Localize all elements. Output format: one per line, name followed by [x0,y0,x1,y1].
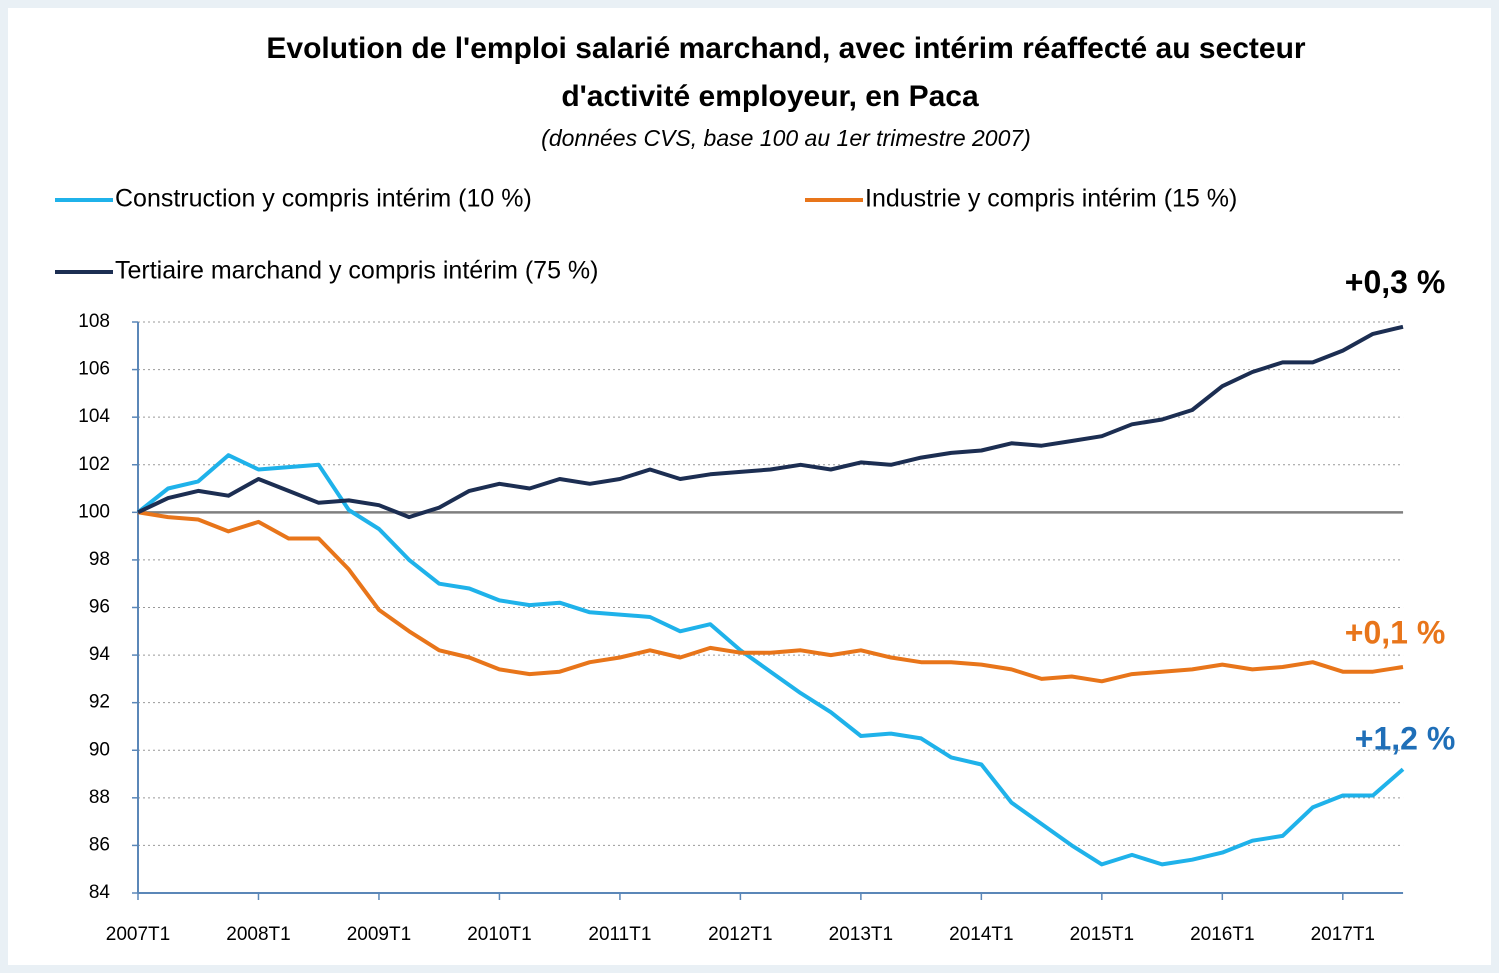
y-tick-label: 100 [78,501,110,522]
x-tick-label: 2010T1 [467,924,531,945]
chart-title: d'activité employeur, en Paca [561,80,979,113]
end-label: +0,1 % [1345,614,1446,650]
y-tick-label: 102 [78,454,110,475]
legend-label: Construction y compris intérim (10 %) [115,185,532,213]
end-label: +1,2 % [1355,721,1456,757]
x-tick-label: 2014T1 [949,924,1013,945]
y-tick-label: 88 [89,787,110,808]
chart-title: Evolution de l'emploi salarié marchand, … [266,32,1306,65]
y-tick-label: 86 [89,834,110,855]
y-tick-label: 98 [89,549,110,570]
series-line [136,453,1405,867]
y-tick-label: 104 [78,406,110,427]
chart-subtitle: (données CVS, base 100 au 1er trimestre … [541,125,1031,151]
x-tick-label: 2017T1 [1311,924,1375,945]
series-line [137,324,1404,520]
x-tick-label: 2015T1 [1070,924,1134,945]
legend-label: Industrie y compris intérim (15 %) [865,185,1237,213]
y-tick-label: 84 [89,882,111,903]
x-tick-label: 2007T1 [106,924,170,945]
x-tick-label: 2008T1 [226,924,290,945]
x-tick-label: 2016T1 [1190,924,1254,945]
series-line [137,510,1404,684]
y-tick-label: 106 [78,359,110,380]
x-tick-label: 2013T1 [829,924,893,945]
x-tick-label: 2012T1 [708,924,772,945]
y-tick-label: 92 [89,692,110,713]
x-tick-label: 2011T1 [588,924,651,945]
y-tick-label: 90 [89,739,110,760]
y-tick-label: 108 [78,311,110,332]
y-tick-label: 96 [89,597,110,618]
chart-background [8,8,1491,965]
x-tick-label: 2009T1 [347,924,411,945]
end-label: +0,3 % [1345,264,1446,300]
legend-label: Tertiaire marchand y compris intérim (75… [115,257,598,285]
y-tick-label: 94 [89,644,111,665]
